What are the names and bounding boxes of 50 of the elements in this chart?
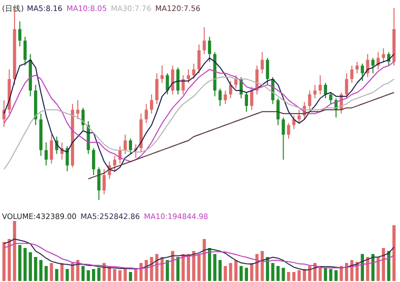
bar (218, 260, 222, 281)
bar (202, 239, 206, 281)
bar (166, 260, 169, 281)
bar (197, 254, 201, 281)
bar (334, 270, 338, 281)
bar (234, 260, 238, 281)
bar (287, 272, 290, 281)
bar (34, 257, 38, 281)
bar (66, 269, 69, 281)
bar (298, 270, 301, 281)
bar (244, 268, 248, 281)
bar (55, 269, 58, 281)
bar (250, 263, 254, 281)
bar (276, 266, 280, 281)
bar (240, 266, 243, 281)
bar (134, 269, 138, 281)
bar (292, 272, 296, 281)
bar (340, 266, 343, 281)
bar (128, 272, 132, 281)
bar (118, 270, 122, 281)
bar (329, 269, 332, 281)
bar (18, 245, 22, 281)
bar (86, 270, 90, 281)
bar (392, 225, 396, 281)
bar (271, 263, 274, 281)
bar (39, 260, 42, 281)
bar (92, 269, 96, 281)
bar (28, 252, 32, 281)
bar (376, 257, 380, 281)
bar (81, 266, 85, 281)
bar (97, 268, 100, 281)
bar (282, 268, 285, 281)
bar (12, 221, 16, 281)
bar (44, 266, 48, 281)
bar (24, 248, 27, 281)
bar (324, 268, 328, 281)
bar (260, 251, 264, 281)
bar (124, 269, 127, 281)
bar (213, 254, 216, 281)
bar (192, 251, 196, 281)
bar (8, 239, 11, 281)
bar (113, 269, 116, 281)
bar (308, 266, 312, 281)
bar (2, 242, 6, 281)
bar (387, 251, 390, 281)
bar (182, 254, 185, 281)
bar (224, 266, 227, 281)
bar (229, 263, 232, 281)
bar (50, 263, 54, 281)
bar (176, 257, 180, 281)
